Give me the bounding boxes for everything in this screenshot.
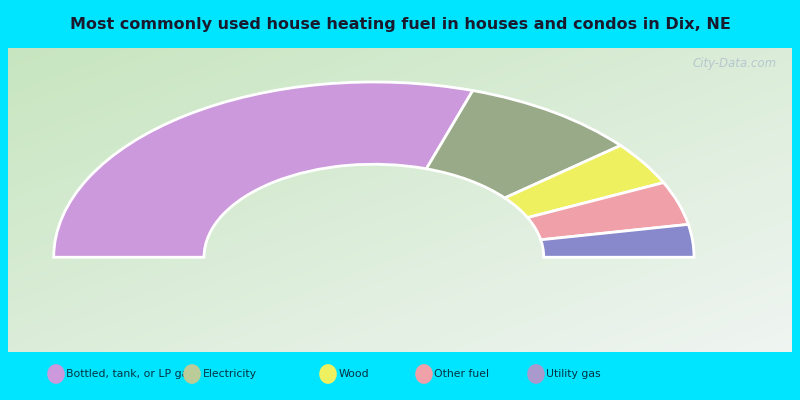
Wedge shape [54,82,473,257]
Ellipse shape [319,364,337,384]
Text: Other fuel: Other fuel [434,369,490,379]
Ellipse shape [527,364,545,384]
Text: City-Data.com: City-Data.com [692,57,776,70]
Text: Wood: Wood [338,369,369,379]
Text: Bottled, tank, or LP gas: Bottled, tank, or LP gas [66,369,194,379]
Text: Most commonly used house heating fuel in houses and condos in Dix, NE: Most commonly used house heating fuel in… [70,16,730,32]
Wedge shape [426,90,621,198]
Wedge shape [527,183,688,240]
Wedge shape [541,224,694,257]
Ellipse shape [47,364,65,384]
Ellipse shape [183,364,201,384]
Text: Utility gas: Utility gas [546,369,601,379]
Text: Electricity: Electricity [202,369,256,379]
Ellipse shape [415,364,433,384]
Wedge shape [505,146,663,218]
